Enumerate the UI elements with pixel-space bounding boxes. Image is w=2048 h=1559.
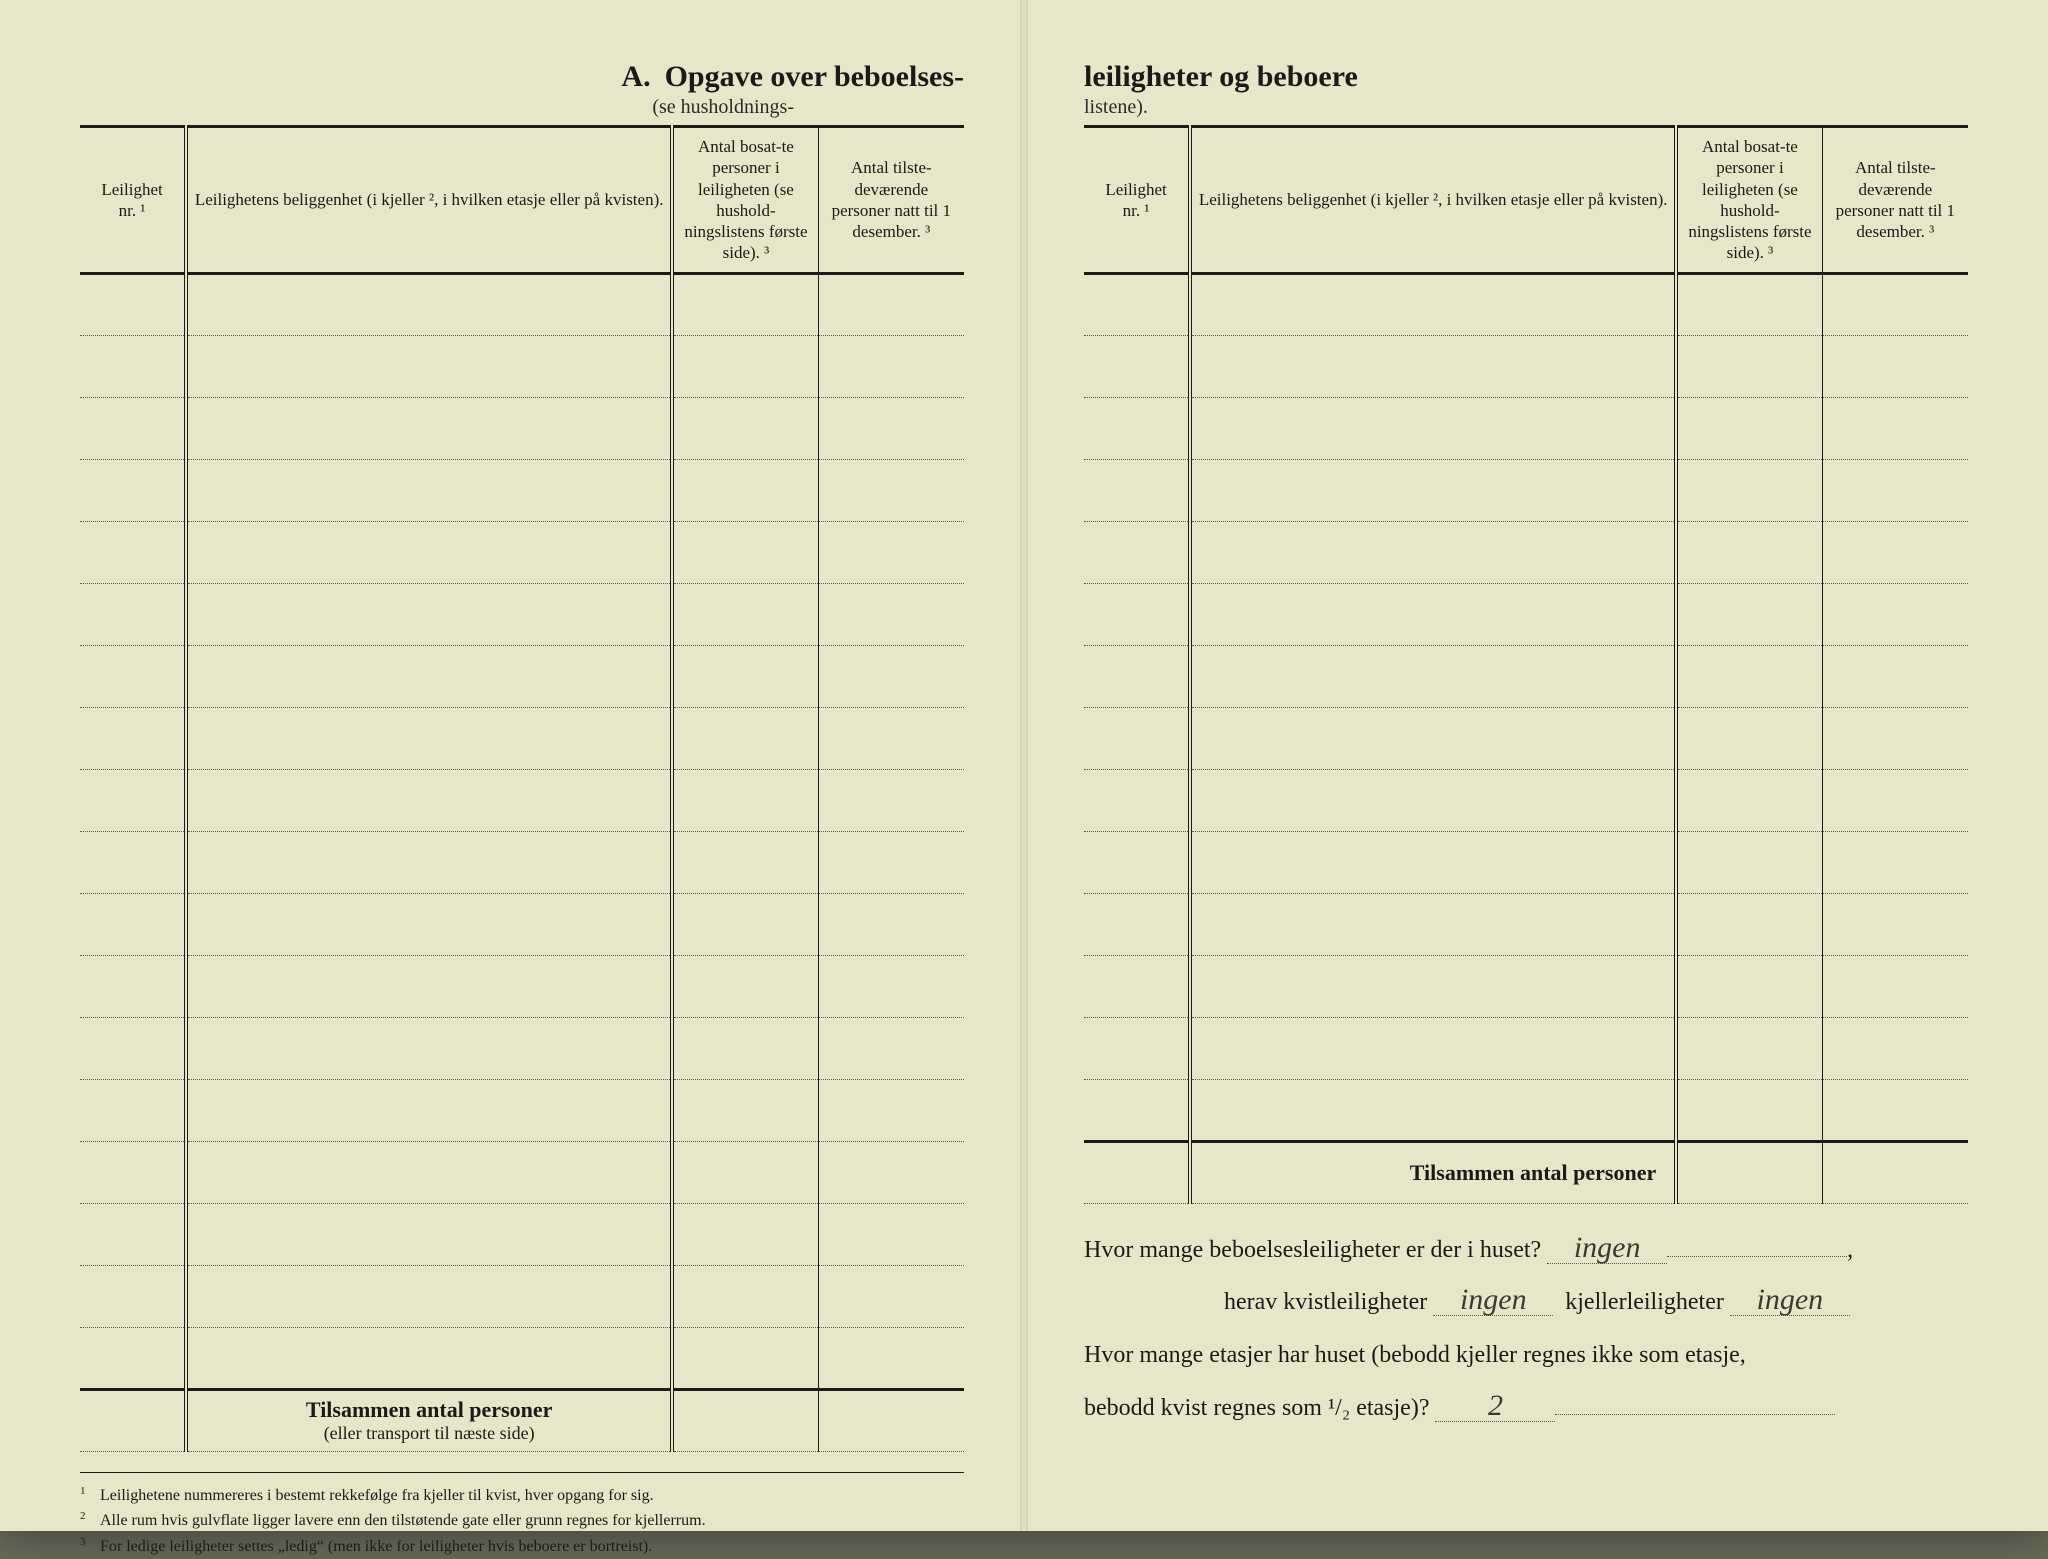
footnote-3: 3For ledige leiligheter settes „ledig“ (… (80, 1534, 964, 1559)
table-row (1084, 769, 1968, 831)
col-header-4r: Antal tilste-deværende personer natt til… (1822, 127, 1968, 274)
question-3b: bebodd kvist regnes som ¹/₂ etasje)? 2 (1084, 1382, 1968, 1435)
table-row (1084, 397, 1968, 459)
table-row (80, 1141, 964, 1203)
question-3a: Hvor mange etasjer har huset (bebodd kje… (1084, 1329, 1968, 1382)
table-row (1084, 273, 1968, 335)
table-row (80, 831, 964, 893)
form-table-left: Leilighet nr. ¹ Leilighetens beliggenhet… (80, 125, 964, 1452)
table-row (1084, 831, 1968, 893)
table-row (80, 397, 964, 459)
table-row (1084, 459, 1968, 521)
table-row (1084, 955, 1968, 1017)
col-header-4: Antal tilste-deværende personer natt til… (818, 127, 964, 274)
table-row (80, 1017, 964, 1079)
title-right-text: leiligheter og beboere (1084, 60, 1358, 94)
sum-sublabel: (eller transport til næste side) (188, 1423, 670, 1444)
col-header-2r: Leilighetens beliggenhet (i kjeller ², i… (1190, 127, 1676, 274)
sum-label-r: Tilsammen antal personer (1410, 1160, 1656, 1185)
form-table-right: Leilighet nr. ¹ Leilighetens beliggenhet… (1084, 125, 1968, 1204)
table-row (1084, 335, 1968, 397)
table-row (80, 459, 964, 521)
question-2: herav kvistleiligheter ingen kjellerleil… (1084, 1276, 1968, 1329)
table-row (80, 893, 964, 955)
col-header-2: Leilighetens beliggenhet (i kjeller ², i… (186, 127, 672, 274)
table-row (80, 1079, 964, 1141)
table-row (1084, 1079, 1968, 1141)
question-1: Hvor mange beboelsesleiligheter er der i… (1084, 1224, 1968, 1277)
table-row (80, 1327, 964, 1389)
table-row (80, 583, 964, 645)
questions-block: Hvor mange beboelsesleiligheter er der i… (1084, 1224, 1968, 1435)
document-spread: A. Opgave over beboelses- (se husholdnin… (0, 0, 2048, 1531)
col-header-3r: Antal bosat-te personer i leiligheten (s… (1676, 127, 1822, 274)
table-row (80, 1203, 964, 1265)
table-row (80, 521, 964, 583)
table-row (80, 769, 964, 831)
right-page: leiligheter og beboere listene). Leiligh… (1024, 0, 2048, 1531)
sum-row-right: Tilsammen antal personer (1084, 1141, 1968, 1203)
table-row (80, 273, 964, 335)
footnote-2: 2Alle rum hvis gulvflate ligger lavere e… (80, 1508, 964, 1534)
answer-1: ingen (1547, 1233, 1667, 1264)
table-row (1084, 583, 1968, 645)
title-right: leiligheter og beboere (1084, 60, 1968, 94)
footnote-1: 1Leilighetene nummereres i bestemt rekke… (80, 1483, 964, 1509)
col-header-1r: Leilighet nr. ¹ (1084, 127, 1190, 274)
table-row (80, 707, 964, 769)
subtitle-right: listene). (1084, 96, 1968, 119)
left-page: A. Opgave over beboelses- (se husholdnin… (0, 0, 1024, 1531)
answer-3: 2 (1435, 1391, 1555, 1422)
table-row (80, 955, 964, 1017)
sum-row-left: Tilsammen antal personer (eller transpor… (80, 1389, 964, 1451)
table-body-right (1084, 273, 1968, 1141)
table-body-left (80, 273, 964, 1389)
subtitle-left: (se husholdnings- (80, 96, 964, 119)
table-row (80, 335, 964, 397)
table-row (1084, 521, 1968, 583)
table-row (1084, 893, 1968, 955)
title-left: A. Opgave over beboelses- (80, 60, 964, 94)
title-left-text: Opgave over beboelses- (665, 60, 964, 94)
answer-2b: ingen (1730, 1285, 1850, 1316)
page-gutter (1020, 0, 1028, 1531)
title-prefix: A. (621, 60, 650, 94)
col-header-1: Leilighet nr. ¹ (80, 127, 186, 274)
sum-label: Tilsammen antal personer (306, 1397, 552, 1422)
answer-2a: ingen (1433, 1285, 1553, 1316)
col-header-3: Antal bosat-te personer i leiligheten (s… (672, 127, 818, 274)
table-row (80, 1265, 964, 1327)
table-row (1084, 1017, 1968, 1079)
table-row (1084, 707, 1968, 769)
table-row (1084, 645, 1968, 707)
table-row (80, 645, 964, 707)
footnotes: 1Leilighetene nummereres i bestemt rekke… (80, 1472, 964, 1559)
